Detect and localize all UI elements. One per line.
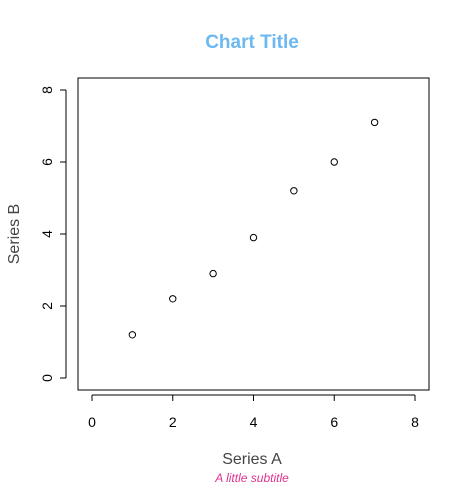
y-tick-label: 6 [39,158,55,166]
x-tick-label: 0 [88,414,96,430]
data-point [169,295,177,303]
data-point [330,158,338,166]
y-axis: 0 2 4 6 8 [39,86,67,382]
x-tick-label: 6 [330,414,338,430]
y-tick-label: 2 [39,302,55,310]
y-tick-label: 4 [39,230,55,238]
y-axis-label: Series B [6,204,23,264]
data-point [128,331,137,339]
x-axis: 0 2 4 6 8 [88,394,419,430]
data-point [370,118,379,127]
data-point [249,233,258,242]
plot-frame [77,77,430,391]
x-tick-label: 8 [411,414,419,430]
x-tick-label: 2 [169,414,177,430]
chart-subtitle: A little subtitle [214,471,289,485]
data-point [209,269,217,278]
y-tick-label: 0 [39,374,55,382]
data-point [290,187,298,195]
data-points [128,118,379,339]
x-axis-label: Series A [222,451,282,468]
y-tick-label: 8 [39,86,55,94]
chart-title: Chart Title [205,32,299,53]
x-tick-label: 4 [250,414,258,430]
